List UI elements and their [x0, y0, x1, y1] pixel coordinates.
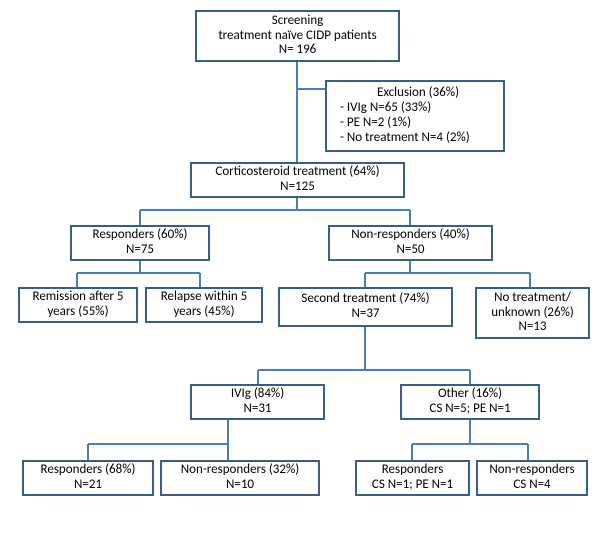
text: years (45%) [151, 305, 257, 320]
text: - No treatment N=4 (2%) [337, 131, 470, 146]
text: N= 196 [201, 43, 394, 58]
text: Non-responders [482, 463, 582, 478]
text: N=37 [284, 307, 447, 322]
text: Exclusion (36%) [377, 86, 459, 101]
text: years (55%) [24, 305, 132, 320]
text: Remission after 5 [24, 290, 132, 305]
text: Second treatment (74%) [284, 292, 447, 307]
node-nonresponders-1: Non-responders (40%) N=50 [328, 225, 493, 261]
node-ivig: IVIg (84%) N=31 [190, 384, 325, 420]
node-other: Other (16%) CS N=5; PE N=1 [400, 384, 540, 420]
text: Screening [201, 14, 394, 29]
text: N=10 [166, 478, 314, 493]
text: Responders (60%) [76, 228, 204, 243]
node-no-treatment: No treatment/ unknown (26%) N=13 [475, 287, 590, 339]
text: N=125 [196, 180, 399, 195]
text: unknown (26%) [481, 306, 584, 321]
node-nonresponders-ivig: Non-responders (32%) N=10 [160, 460, 320, 496]
text: IVIg (84%) [196, 387, 319, 402]
text: treatment naïve CIDP patients [201, 29, 394, 44]
text: Corticosteroid treatment (64%) [196, 165, 399, 180]
node-relapse: Relapse within 5 years (45%) [145, 287, 263, 323]
text: CS N=5; PE N=1 [406, 402, 534, 417]
text: Responders [361, 463, 464, 478]
text: N=50 [334, 243, 487, 258]
text: N=31 [196, 402, 319, 417]
text: Other (16%) [406, 387, 534, 402]
text: Responders (68%) [28, 463, 148, 478]
text: CS N=4 [482, 478, 582, 493]
node-responders-1: Responders (60%) N=75 [70, 225, 210, 261]
node-nonresponders-other: Non-responders CS N=4 [476, 460, 588, 496]
text: Relapse within 5 [151, 290, 257, 305]
node-corticosteroid: Corticosteroid treatment (64%) N=125 [190, 162, 405, 198]
text: CS N=1; PE N=1 [361, 478, 464, 493]
node-second-treatment: Second treatment (74%) N=37 [278, 287, 453, 327]
node-remission: Remission after 5 years (55%) [18, 287, 138, 323]
node-responders-other: Responders CS N=1; PE N=1 [355, 460, 470, 496]
node-exclusion: Exclusion (36%) - IVIg N=65 (33%) - PE N… [325, 80, 505, 152]
node-responders-ivig: Responders (68%) N=21 [22, 460, 154, 496]
flowchart-canvas: Screening treatment naïve CIDP patients … [0, 0, 600, 541]
text: - IVIg N=65 (33%) [337, 101, 431, 116]
text: Non-responders (40%) [334, 228, 487, 243]
text: - PE N=2 (1%) [337, 116, 411, 131]
text: Non-responders (32%) [166, 463, 314, 478]
text: N=75 [76, 243, 204, 258]
text: No treatment/ [481, 291, 584, 306]
text: N=21 [28, 478, 148, 493]
node-screening: Screening treatment naïve CIDP patients … [195, 10, 400, 62]
text: N=13 [481, 320, 584, 335]
